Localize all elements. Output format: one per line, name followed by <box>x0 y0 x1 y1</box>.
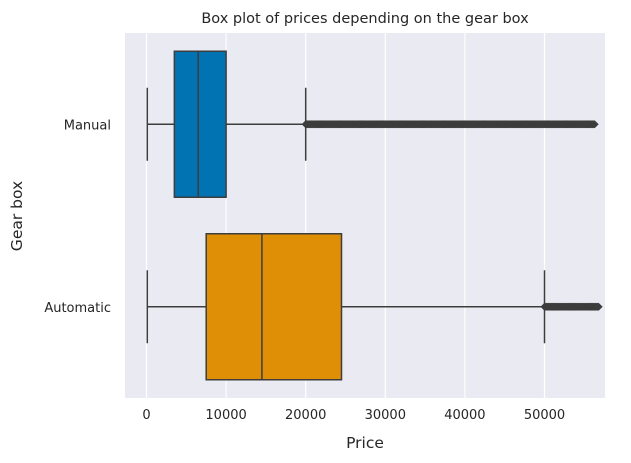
boxes <box>146 50 603 381</box>
x-tick-label: 30000 <box>365 408 406 423</box>
x-axis-ticks: 0 10000 20000 30000 40000 50000 <box>142 408 565 423</box>
chart-title: Box plot of prices depending on the gear… <box>201 11 529 27</box>
outliers <box>301 120 599 129</box>
y-axis-ticks: Manual Automatic <box>44 118 111 316</box>
box-group <box>146 233 603 381</box>
x-tick-label: 20000 <box>285 408 326 423</box>
x-tick-label: 0 <box>142 408 150 423</box>
x-tick-label: 40000 <box>444 408 485 423</box>
outlier-point <box>590 120 599 129</box>
outlier-point <box>594 302 603 311</box>
outliers <box>540 302 603 311</box>
x-tick-label: 10000 <box>205 408 246 423</box>
y-tick-label: Manual <box>64 118 111 133</box>
iqr-box <box>205 233 343 381</box>
y-tick-label: Automatic <box>44 301 111 316</box>
x-tick-label: 50000 <box>524 408 565 423</box>
iqr-box <box>173 50 227 198</box>
x-axis-label: Price <box>346 434 384 452</box>
y-axis-label: Gear box <box>8 181 26 251</box>
box-group <box>146 50 599 198</box>
